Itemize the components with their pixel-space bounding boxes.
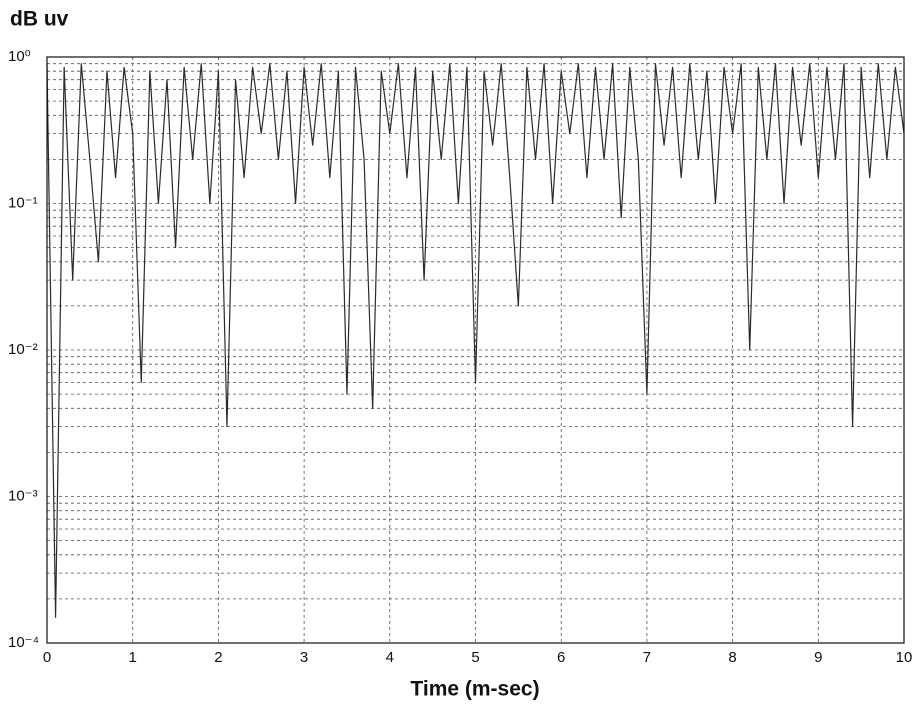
x-tick-label: 5 xyxy=(471,649,479,666)
y-tick-label: 10⁻¹ xyxy=(8,194,38,211)
y-tick-label: 10⁻² xyxy=(8,341,38,358)
y-tick-label: 10⁻⁴ xyxy=(8,634,39,651)
x-tick-label: 7 xyxy=(643,649,651,666)
signal-line xyxy=(46,63,905,618)
x-tick-label: 2 xyxy=(214,649,222,666)
plot-frame xyxy=(46,56,905,644)
x-tick-label: 0 xyxy=(43,649,51,666)
x-tick-label: 1 xyxy=(129,649,137,666)
x-axis-label: Time (m-sec) xyxy=(410,678,539,701)
y-tick-label: 10⁰ xyxy=(8,48,31,65)
y-tick-label: 10⁻³ xyxy=(8,487,38,504)
x-tick-label: 8 xyxy=(728,649,736,666)
chart-title: dB uv xyxy=(10,8,69,31)
x-tick-label: 9 xyxy=(814,649,822,666)
x-tick-label: 10 xyxy=(896,649,913,666)
x-tick-label: 4 xyxy=(386,649,394,666)
x-tick-label: 6 xyxy=(557,649,565,666)
x-tick-label: 3 xyxy=(300,649,308,666)
